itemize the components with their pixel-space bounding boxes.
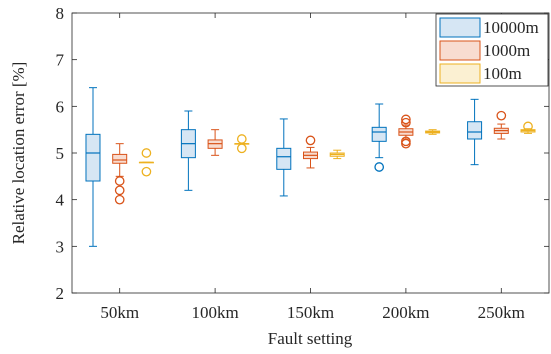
outlier-point xyxy=(374,162,385,172)
legend-swatch-10000m xyxy=(439,17,481,38)
y-tick-label: 7 xyxy=(56,51,65,70)
outlier-point xyxy=(114,194,125,205)
box-body xyxy=(85,133,101,182)
box-1000m-250km xyxy=(493,110,509,140)
x-tick-label: 50km xyxy=(100,303,139,322)
outlier-point xyxy=(523,121,533,132)
outlier-point xyxy=(496,110,507,121)
box-1000m-100km xyxy=(207,129,223,156)
outlier-point xyxy=(141,148,152,158)
outlier-point xyxy=(401,117,411,128)
plot-layer xyxy=(85,87,536,247)
legend-swatch-100m xyxy=(439,63,481,84)
outlier-point xyxy=(236,143,247,154)
box-10000m-100km xyxy=(180,110,196,191)
y-tick-label: 5 xyxy=(56,144,65,163)
box-100m-200km xyxy=(425,129,441,135)
box-body xyxy=(276,147,292,170)
box-body xyxy=(467,121,483,140)
box-10000m-200km xyxy=(371,103,387,172)
box-1000m-50km xyxy=(112,143,128,205)
box-body xyxy=(112,153,128,164)
outlier-point xyxy=(236,134,247,144)
x-tick-label: 150km xyxy=(287,303,334,322)
y-tick-label: 2 xyxy=(56,284,65,303)
x-tick-label: 200km xyxy=(382,303,429,322)
y-tick-label: 6 xyxy=(56,97,65,116)
box-body xyxy=(371,126,387,142)
box-100m-50km xyxy=(138,148,154,177)
outlier-point xyxy=(141,166,152,177)
legend: 10000m 1000m 100m xyxy=(435,13,549,87)
box-100m-150km xyxy=(329,149,345,160)
box-1000m-200km xyxy=(398,114,414,149)
box-10000m-150km xyxy=(276,118,292,197)
y-tick-label: 8 xyxy=(56,4,65,23)
box-100m-100km xyxy=(234,134,250,154)
box-100m-250km xyxy=(520,121,536,134)
outlier-point xyxy=(305,135,316,146)
x-tick-label: 100km xyxy=(191,303,238,322)
outlier-point xyxy=(401,114,411,125)
y-axis-label: Relative location error [%] xyxy=(9,62,28,245)
outlier-point xyxy=(114,176,125,186)
outlier-point xyxy=(114,185,125,196)
box-1000m-150km xyxy=(303,135,318,169)
legend-label-100m: 100m xyxy=(483,64,522,83)
x-axis-label: Fault setting xyxy=(268,329,353,348)
box-10000m-250km xyxy=(467,98,483,166)
plot-frame xyxy=(71,12,550,294)
y-tick-label: 4 xyxy=(56,191,65,210)
x-tick-label: 250km xyxy=(478,303,525,322)
y-tick-label: 3 xyxy=(56,237,65,256)
legend-swatch-1000m xyxy=(439,40,481,61)
axis-layer: 2 3 4 5 6 7 8 50km 100km 150km 200km 250km xyxy=(56,4,549,322)
legend-label-10000m: 10000m xyxy=(483,18,539,37)
box-10000m-50km xyxy=(85,87,101,247)
legend-label-1000m: 1000m xyxy=(483,41,530,60)
outlier-point xyxy=(401,138,411,149)
